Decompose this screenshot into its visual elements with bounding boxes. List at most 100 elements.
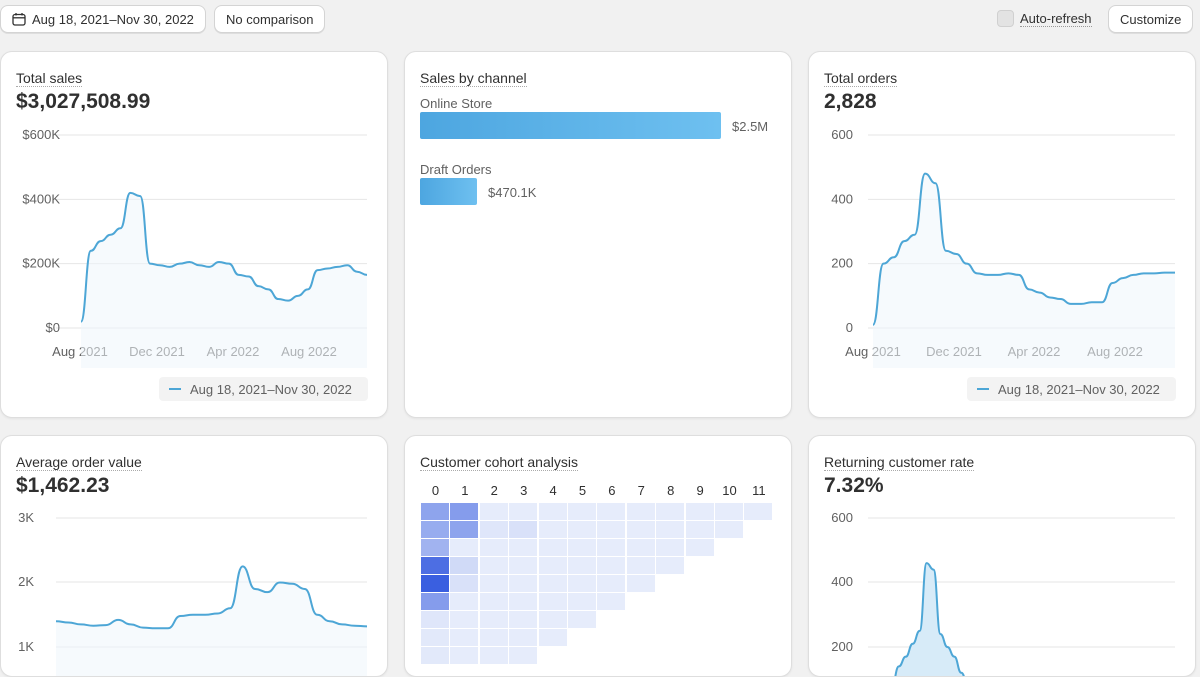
total-sales-card[interactable]: Total sales $3,027,508.99 $0 $200K $400K $6… <box>0 51 388 418</box>
cohort-cell[interactable] <box>479 647 508 664</box>
cohort-cell[interactable] <box>509 611 538 628</box>
cohort-cell[interactable] <box>538 575 567 592</box>
cohort-cell[interactable] <box>509 593 538 610</box>
cohort-cell[interactable] <box>597 539 626 556</box>
cohort-cell[interactable] <box>450 557 479 574</box>
cohort-cell[interactable] <box>685 539 714 556</box>
cohort-cell[interactable] <box>421 575 449 592</box>
cohort-cell[interactable] <box>509 647 538 664</box>
cohort-cell[interactable] <box>421 539 449 556</box>
cohort-cell[interactable] <box>597 575 626 592</box>
comparison-button[interactable]: No comparison <box>214 5 326 33</box>
cohort-cell[interactable] <box>538 611 567 628</box>
customer-cohort-card[interactable]: Customer cohort analysis 0 1 2 3 4 5 6 7 8 9 10 11 <box>404 435 792 677</box>
channel-bar[interactable] <box>420 178 477 205</box>
cohort-cell[interactable] <box>509 521 538 538</box>
cohort-cell[interactable] <box>656 557 685 574</box>
cohort-cell[interactable] <box>509 557 538 574</box>
cohort-cell[interactable] <box>715 521 743 538</box>
cohort-cell[interactable] <box>568 575 596 592</box>
cohort-cell[interactable] <box>421 629 449 646</box>
cohort-cell[interactable] <box>450 647 479 664</box>
sales-by-channel-card[interactable]: Sales by channel Online Store $2.5M Draft … <box>404 51 792 418</box>
auto-refresh-label[interactable]: Auto-refresh <box>1020 11 1092 27</box>
cohort-cell[interactable] <box>744 503 773 520</box>
cohort-cell[interactable] <box>479 575 508 592</box>
legend-swatch <box>977 388 989 390</box>
customize-button[interactable]: Customize <box>1108 5 1194 33</box>
cohort-cell[interactable] <box>538 503 567 520</box>
cohort-column-label: 0 <box>431 483 440 498</box>
chart-legend[interactable]: Aug 18, 2021–Nov 30, 2022 <box>159 377 368 401</box>
cohort-cell[interactable] <box>450 611 479 628</box>
cohort-cell[interactable] <box>450 539 479 556</box>
cohort-cell[interactable] <box>568 557 596 574</box>
cohort-cell[interactable] <box>626 575 655 592</box>
cohort-cell[interactable] <box>597 503 626 520</box>
cohort-cell[interactable] <box>568 521 596 538</box>
cohort-cell[interactable] <box>626 539 655 556</box>
cohort-cell[interactable] <box>538 539 567 556</box>
cohort-cell[interactable] <box>509 629 538 646</box>
cohort-cell[interactable] <box>509 503 538 520</box>
cohort-cell[interactable] <box>656 503 685 520</box>
legend-label: Aug 18, 2021–Nov 30, 2022 <box>190 381 352 397</box>
chart-legend[interactable]: Aug 18, 2021–Nov 30, 2022 <box>967 377 1176 401</box>
cohort-cell[interactable] <box>421 593 449 610</box>
aov-chart: 1K 2K 3K <box>18 510 368 676</box>
cohort-cell[interactable] <box>479 521 508 538</box>
cohort-cell[interactable] <box>597 557 626 574</box>
cohort-cell[interactable] <box>538 557 567 574</box>
cohort-cell[interactable] <box>421 611 449 628</box>
y-tick-label: 600 <box>831 510 853 525</box>
cohort-cell[interactable] <box>450 521 479 538</box>
card-title: Average order value <box>16 454 142 471</box>
cohort-cell[interactable] <box>479 503 508 520</box>
cohort-cell[interactable] <box>450 503 479 520</box>
cohort-cell[interactable] <box>450 593 479 610</box>
cohort-cell[interactable] <box>509 539 538 556</box>
cohort-cell[interactable] <box>421 647 449 664</box>
cohort-cell[interactable] <box>479 557 508 574</box>
cohort-cell[interactable] <box>626 557 655 574</box>
cohort-cell[interactable] <box>656 521 685 538</box>
cohort-cell[interactable] <box>626 503 655 520</box>
cohort-cell[interactable] <box>479 611 508 628</box>
cohort-cell[interactable] <box>715 503 743 520</box>
y-tick-label: $600K <box>22 127 60 142</box>
channel-bar[interactable] <box>420 112 721 139</box>
cohort-cell[interactable] <box>538 593 567 610</box>
cohort-cell[interactable] <box>538 629 567 646</box>
cohort-cell[interactable] <box>597 521 626 538</box>
series-area <box>873 173 1175 368</box>
cohort-cell[interactable] <box>421 521 449 538</box>
cohort-cell[interactable] <box>568 611 596 628</box>
cohort-cell[interactable] <box>450 575 479 592</box>
cohort-cell[interactable] <box>509 575 538 592</box>
returning-rate-chart: 200 400 600 <box>831 510 1175 676</box>
cohort-cell[interactable] <box>568 503 596 520</box>
card-title: Total sales <box>16 70 83 87</box>
cohort-cell[interactable] <box>568 539 596 556</box>
cohort-cell[interactable] <box>597 593 626 610</box>
cohort-cell[interactable] <box>450 629 479 646</box>
legend-label: Aug 18, 2021–Nov 30, 2022 <box>998 381 1160 397</box>
auto-refresh-checkbox[interactable] <box>997 10 1014 27</box>
average-order-value-card[interactable]: Average order value $1,462.23 1K 2K 3K <box>0 435 388 677</box>
cohort-cell[interactable] <box>479 593 508 610</box>
cohort-cell[interactable] <box>626 521 655 538</box>
cohort-cell[interactable] <box>479 629 508 646</box>
cohort-cell[interactable] <box>421 557 449 574</box>
date-range-button[interactable]: Aug 18, 2021–Nov 30, 2022 <box>0 5 206 33</box>
channel-label: Online Store <box>420 96 493 111</box>
cohort-cell[interactable] <box>568 593 596 610</box>
cohort-cell[interactable] <box>538 521 567 538</box>
cohort-cell[interactable] <box>685 503 714 520</box>
series-area <box>895 563 964 676</box>
cohort-cell[interactable] <box>685 521 714 538</box>
cohort-cell[interactable] <box>479 539 508 556</box>
returning-customer-rate-card[interactable]: Returning customer rate 7.32% 200 400 600 <box>808 435 1196 677</box>
cohort-cell[interactable] <box>421 503 449 520</box>
cohort-cell[interactable] <box>656 539 685 556</box>
